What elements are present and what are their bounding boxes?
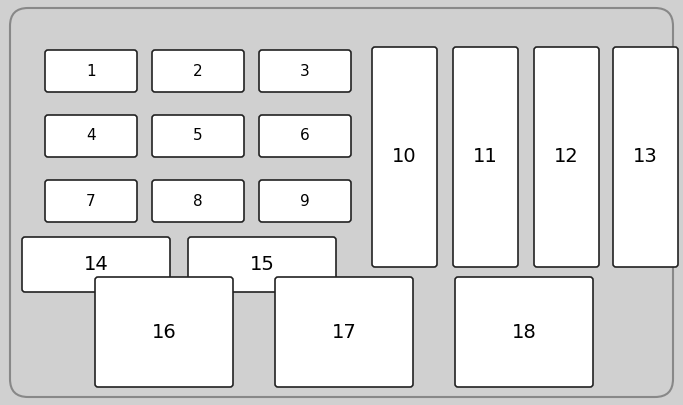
Text: 18: 18 — [512, 322, 536, 341]
Text: 7: 7 — [86, 194, 96, 209]
FancyBboxPatch shape — [455, 277, 593, 387]
FancyBboxPatch shape — [534, 47, 599, 267]
FancyBboxPatch shape — [372, 47, 437, 267]
Text: 8: 8 — [193, 194, 203, 209]
FancyBboxPatch shape — [453, 47, 518, 267]
Text: 4: 4 — [86, 128, 96, 143]
Text: 14: 14 — [83, 255, 109, 274]
Text: 11: 11 — [473, 147, 498, 166]
Text: 2: 2 — [193, 64, 203, 79]
Text: 16: 16 — [152, 322, 176, 341]
Text: 15: 15 — [249, 255, 275, 274]
FancyBboxPatch shape — [152, 180, 244, 222]
Text: 6: 6 — [300, 128, 310, 143]
Text: 5: 5 — [193, 128, 203, 143]
FancyBboxPatch shape — [259, 50, 351, 92]
Text: 13: 13 — [633, 147, 658, 166]
Text: 3: 3 — [300, 64, 310, 79]
FancyBboxPatch shape — [275, 277, 413, 387]
FancyBboxPatch shape — [152, 115, 244, 157]
FancyBboxPatch shape — [45, 115, 137, 157]
FancyBboxPatch shape — [613, 47, 678, 267]
Text: 12: 12 — [554, 147, 579, 166]
Text: 9: 9 — [300, 194, 310, 209]
FancyBboxPatch shape — [45, 180, 137, 222]
FancyBboxPatch shape — [45, 50, 137, 92]
Text: 1: 1 — [86, 64, 96, 79]
FancyBboxPatch shape — [188, 237, 336, 292]
FancyBboxPatch shape — [152, 50, 244, 92]
FancyBboxPatch shape — [259, 115, 351, 157]
Text: 10: 10 — [392, 147, 417, 166]
FancyBboxPatch shape — [259, 180, 351, 222]
FancyBboxPatch shape — [22, 237, 170, 292]
Text: 17: 17 — [332, 322, 357, 341]
FancyBboxPatch shape — [95, 277, 233, 387]
FancyBboxPatch shape — [10, 8, 673, 397]
